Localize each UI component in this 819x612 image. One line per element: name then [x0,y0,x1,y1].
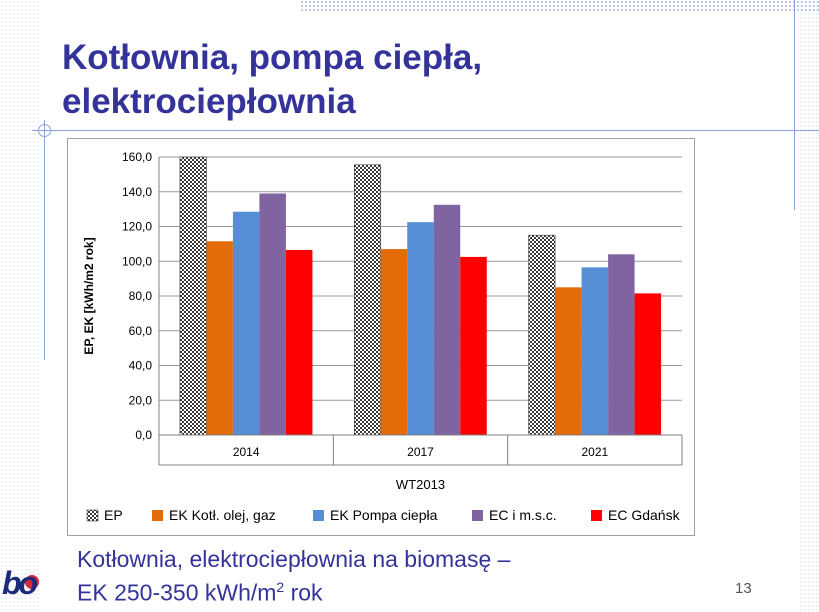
y-tick-label: 60,0 [129,324,153,338]
y-tick-label: 100,0 [122,254,152,268]
x-axis-label: WT2013 [396,477,445,492]
bar-ek-pompa-ciep-a-2021 [581,267,609,435]
legend-label: EP [104,507,123,523]
bar-ec-gda-sk-2014 [285,249,313,435]
right-vertical-rule [794,0,795,210]
bar-ek-pompa-ciep-a-2014 [232,211,260,435]
legend-swatch [313,510,324,521]
x-category-label: 2021 [581,445,608,459]
bar-ek-kot-olej-gaz-2014 [206,241,233,435]
legend-label: EK Pompa ciepła [330,507,438,523]
y-tick-label: 0,0 [135,428,152,442]
left-dotted-pattern [0,0,40,612]
logo: bo [0,563,50,603]
slide-title-line-2: elektrociepłownia [62,82,356,121]
bar-ec-gda-sk-2021 [634,293,662,435]
y-tick-label: 80,0 [129,289,153,303]
bar-ec-gda-sk-2017 [460,256,487,435]
y-tick-label: 20,0 [129,393,153,407]
slide-subtitle: Kotłownia, elektrociepłownia na biomasę … [77,545,637,607]
bar-ep-2017 [353,164,382,436]
right-dotted-pattern [799,0,819,612]
legend-label: EC Gdańsk [608,507,681,523]
y-tick-labels: 0,0 20,0 40,0 60,0 80,0 100,0 120,0 140,0 160,0 [122,150,152,442]
logo-dot-icon [25,575,39,589]
title-underline-rule [32,130,819,131]
y-tick-label: 40,0 [129,359,153,373]
x-category-label: 2014 [233,445,260,459]
bars [179,156,662,436]
bar-ep-2014 [179,156,207,436]
top-dotted-band [300,0,819,12]
legend: EP EK Kotł. olej, gaz EK Pompa ciepła EC i … [86,507,681,523]
page-number: 13 [735,580,752,597]
x-category-label: 2017 [407,445,434,459]
y-tick-label: 140,0 [122,185,152,199]
x-category-labels: 2014 2017 2021 [233,445,609,459]
logo-mark: bo [2,565,38,601]
subtitle-line-2-prefix: EK 250-350 kWh/m [77,579,277,606]
legend-swatch [472,510,483,521]
bar-ec-i-m-s-c--2017 [433,204,461,435]
slide-title-line-1: Kotłownia, pompa ciepła, [62,38,483,77]
y-tick-label: 120,0 [122,220,152,234]
bar-ek-kot-olej-gaz-2021 [555,287,582,435]
slide-title: Kotłownia, pompa ciepła, elektrociepłown… [62,36,662,124]
y-tick-label: 160,0 [122,150,152,164]
subtitle-line-1: Kotłownia, elektrociepłownia na biomasę … [77,546,511,572]
legend-label: EC i m.s.c. [489,507,557,523]
bar-ec-i-m-s-c--2021 [608,254,635,435]
chart-frame: 0,0 20,0 40,0 60,0 80,0 100,0 120,0 140,0 160,0 … [67,138,695,536]
bar-ek-pompa-ciep-a-2017 [407,222,434,435]
legend-label: EK Kotł. olej, gaz [169,507,276,523]
axes [158,157,683,466]
left-vertical-rule [44,120,45,360]
y-axis-label: EP, EK [kWh/m2 rok] [82,237,96,354]
bar-chart: 0,020,040,060,080,0100,0120,0140,0160,0 … [82,150,683,523]
bar-ec-i-m-s-c--2014 [259,193,286,435]
subtitle-superscript: 2 [276,579,285,595]
bar-ek-kot-olej-gaz-2017 [380,249,408,435]
legend-swatch [152,510,163,521]
subtitle-line-2: EK 250-350 kWh/m2 rok [77,573,637,607]
subtitle-line-2-suffix: rok [284,579,323,606]
bar-ep-2021 [528,234,556,436]
legend-swatch [86,509,99,522]
legend-swatch [591,510,602,521]
crosshair-circle-icon [38,124,51,137]
